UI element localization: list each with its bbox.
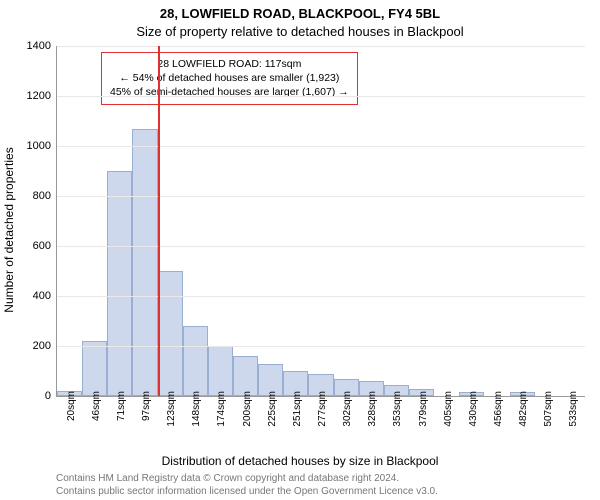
- bar: [132, 129, 157, 397]
- footer-line2: Contains public sector information licen…: [56, 486, 438, 499]
- x-tick-label: 430sqm: [468, 391, 479, 427]
- gridline: [57, 346, 585, 347]
- annotation-line2: ← 54% of detached houses are smaller (1,…: [110, 71, 349, 85]
- x-tick-label: 46sqm: [91, 391, 102, 421]
- x-tick-label: 533sqm: [568, 391, 579, 427]
- y-tick-label: 1000: [27, 140, 51, 152]
- x-tick-label: 20sqm: [66, 391, 77, 421]
- x-tick-label: 225sqm: [267, 391, 278, 427]
- gridline: [57, 46, 585, 47]
- x-tick-label: 379sqm: [418, 391, 429, 427]
- reference-line: [158, 46, 160, 396]
- bar-slot: 328sqm: [359, 46, 384, 396]
- y-tick-label: 0: [45, 390, 51, 402]
- footer-attribution: Contains HM Land Registry data © Crown c…: [56, 473, 438, 498]
- bar: [82, 341, 107, 396]
- bar-slot: 430sqm: [459, 46, 484, 396]
- bar-slot: 533sqm: [560, 46, 585, 396]
- bar: [208, 346, 233, 396]
- gridline: [57, 146, 585, 147]
- x-tick-label: 482sqm: [518, 391, 529, 427]
- bar-slot: 379sqm: [409, 46, 434, 396]
- gridline: [57, 196, 585, 197]
- x-tick-label: 302sqm: [342, 391, 353, 427]
- bar: [183, 326, 208, 396]
- annotation-line1: 28 LOWFIELD ROAD: 117sqm: [110, 57, 349, 71]
- bar-slot: 405sqm: [434, 46, 459, 396]
- x-tick-label: 456sqm: [493, 391, 504, 427]
- x-tick-label: 148sqm: [191, 391, 202, 427]
- bar: [158, 271, 183, 396]
- chart-container: 28, LOWFIELD ROAD, BLACKPOOL, FY4 5BL Si…: [0, 0, 600, 500]
- x-tick-label: 277sqm: [317, 391, 328, 427]
- x-tick-label: 97sqm: [141, 391, 152, 421]
- y-tick-label: 400: [33, 290, 51, 302]
- y-axis-label: Number of detached properties: [2, 65, 16, 230]
- x-tick-label: 507sqm: [543, 391, 554, 427]
- x-tick-label: 328sqm: [367, 391, 378, 427]
- x-axis-label: Distribution of detached houses by size …: [0, 454, 600, 468]
- x-tick-label: 251sqm: [292, 391, 303, 427]
- x-tick-label: 353sqm: [392, 391, 403, 427]
- x-tick-label: 174sqm: [216, 391, 227, 427]
- footer-line1: Contains HM Land Registry data © Crown c…: [56, 473, 438, 486]
- y-tick-label: 200: [33, 340, 51, 352]
- y-tick-label: 800: [33, 190, 51, 202]
- annotation-line3: 45% of semi-detached houses are larger (…: [110, 85, 349, 99]
- chart-title-line2: Size of property relative to detached ho…: [0, 24, 600, 39]
- bar: [233, 356, 258, 396]
- y-tick-label: 600: [33, 240, 51, 252]
- y-tick-label: 1200: [27, 90, 51, 102]
- y-tick-label: 1400: [27, 40, 51, 52]
- gridline: [57, 246, 585, 247]
- x-tick-label: 200sqm: [242, 391, 253, 427]
- gridline: [57, 296, 585, 297]
- bar-slot: 507sqm: [535, 46, 560, 396]
- bar: [107, 171, 132, 396]
- x-tick-label: 123sqm: [166, 391, 177, 427]
- plot-area: 20sqm46sqm71sqm97sqm123sqm148sqm174sqm20…: [56, 46, 585, 397]
- gridline: [57, 96, 585, 97]
- x-tick-label: 405sqm: [443, 391, 454, 427]
- bar-slot: 20sqm: [57, 46, 82, 396]
- bar-slot: 456sqm: [484, 46, 509, 396]
- x-tick-label: 71sqm: [116, 391, 127, 421]
- chart-title-line1: 28, LOWFIELD ROAD, BLACKPOOL, FY4 5BL: [0, 6, 600, 21]
- bar-slot: 353sqm: [384, 46, 409, 396]
- bar-slot: 482sqm: [510, 46, 535, 396]
